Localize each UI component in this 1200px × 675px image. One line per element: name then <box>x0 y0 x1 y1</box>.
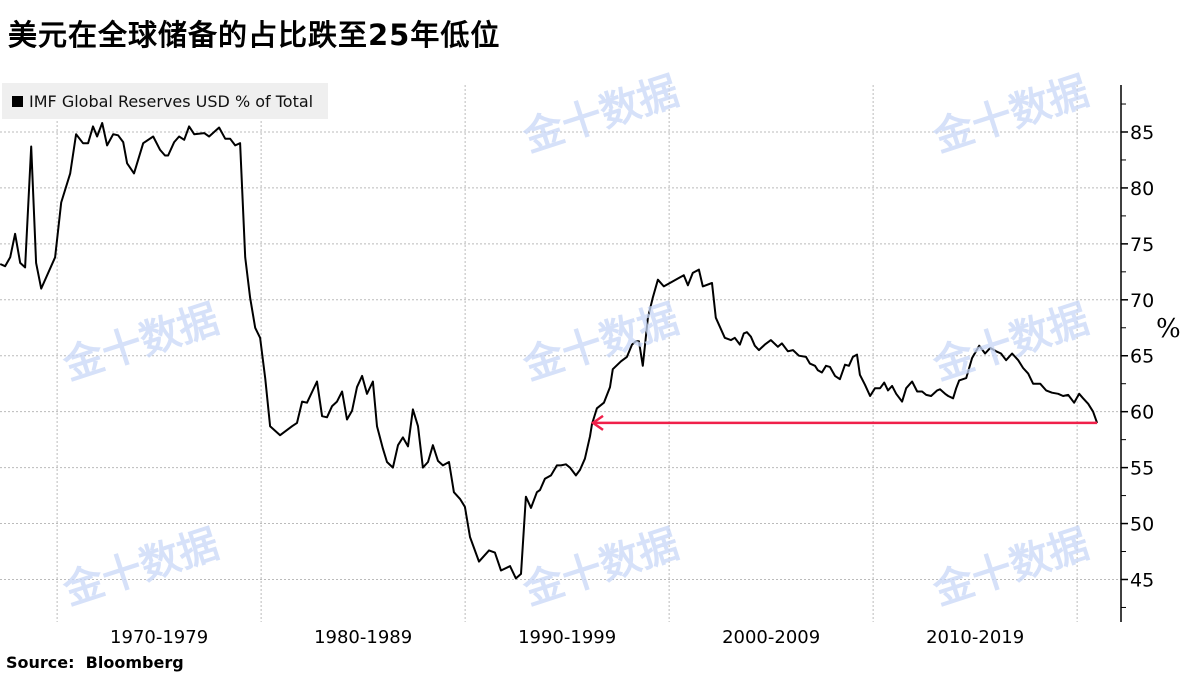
y-tick-label: 45 <box>1130 569 1154 591</box>
series-line <box>0 122 1099 580</box>
x-tick-label: 1990-1999 <box>518 627 616 648</box>
legend: IMF Global Reserves USD % of Total <box>2 83 328 119</box>
legend-swatch <box>12 95 23 107</box>
y-axis-unit-label: % <box>1156 314 1181 344</box>
y-tick-label: 75 <box>1130 234 1154 256</box>
legend-label: IMF Global Reserves USD % of Total <box>29 91 314 111</box>
x-tick-label: 1970-1979 <box>110 627 208 648</box>
y-tick-label: 55 <box>1130 458 1154 480</box>
y-tick-label: 80 <box>1130 178 1154 200</box>
x-tick-label: 1980-1989 <box>314 627 412 648</box>
annotation-arrowhead <box>590 414 604 431</box>
source-note: Source: Bloomberg <box>6 653 184 672</box>
y-tick-label: 50 <box>1130 514 1154 536</box>
y-tick-label: 70 <box>1130 290 1154 312</box>
x-tick-label: 2010-2019 <box>926 627 1024 648</box>
x-tick-label: 2000-2009 <box>722 627 820 648</box>
y-tick-label: 65 <box>1130 346 1154 368</box>
y-tick-label: 85 <box>1130 122 1154 144</box>
chart-title: 美元在全球储备的占比跌至25年低位 <box>8 18 501 52</box>
y-tick-label: 60 <box>1130 402 1154 424</box>
